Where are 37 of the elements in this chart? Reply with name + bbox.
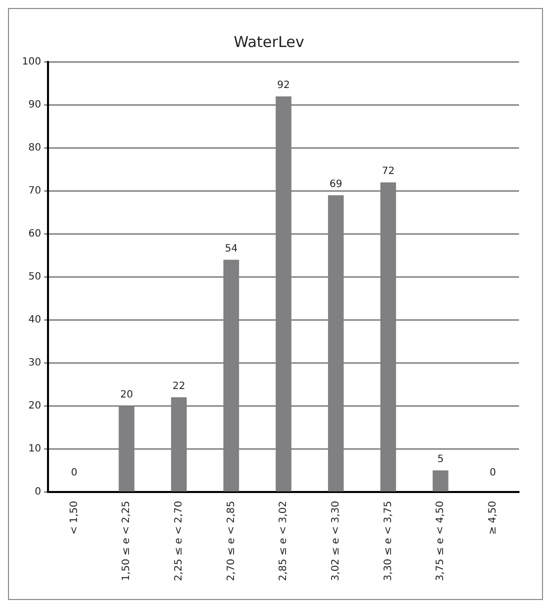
y-tick-label: 100	[22, 56, 42, 68]
x-tick-label: 3,30 ≤ e < 3,75	[382, 500, 394, 581]
x-tick-label: ≥ 4,50	[487, 500, 498, 535]
data-label: 5	[437, 454, 444, 465]
y-tick-label: 20	[28, 400, 42, 412]
bar	[432, 470, 448, 492]
bar	[328, 195, 344, 492]
data-label: 22	[172, 380, 186, 392]
bar	[380, 182, 396, 492]
y-tick-label: 80	[28, 142, 42, 154]
y-tick-label: 40	[28, 314, 42, 326]
x-tick-label: < 1,50	[68, 500, 80, 535]
bar	[276, 96, 292, 492]
y-tick-label: 60	[28, 228, 42, 240]
data-label: 69	[330, 178, 342, 190]
y-tick-label: 30	[28, 357, 42, 368]
x-tick-label: 2,70 ≤ e < 2,85	[226, 500, 237, 581]
data-label: 0	[490, 467, 496, 478]
x-tick-label: 3,75 ≤ e < 4,50	[435, 500, 446, 581]
x-tick-label: 1,50 ≤ e < 2,25	[121, 500, 132, 581]
y-tick-label: 70	[28, 186, 42, 197]
y-tick-label: 10	[28, 443, 42, 454]
x-tick-label: 3,02 ≤ e < 3,30	[330, 500, 342, 581]
x-tick-label: 2,25 ≤ e < 2,70	[173, 500, 184, 581]
data-label: 72	[382, 166, 395, 177]
bar	[171, 397, 187, 492]
chart-title: WaterLev	[234, 32, 304, 51]
y-tick-label: 50	[28, 272, 42, 283]
data-label: 20	[120, 389, 133, 400]
data-label: 92	[277, 80, 290, 91]
bar	[223, 260, 240, 492]
x-tick-label: 2,85 ≤ e < 3,02	[278, 500, 290, 581]
bar	[118, 406, 134, 492]
y-tick-label: 90	[28, 100, 42, 111]
data-label: 54	[224, 243, 238, 254]
y-tick-label: 0	[34, 486, 42, 498]
data-label: 0	[71, 467, 78, 478]
